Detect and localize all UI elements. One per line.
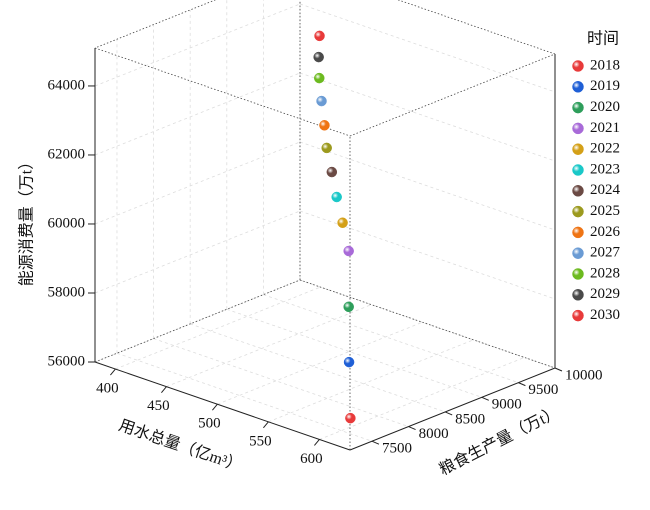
- tick-mark: [444, 411, 453, 416]
- legend-marker: [572, 205, 584, 218]
- legend-marker: [572, 289, 584, 301]
- z-tick-label: 62000: [48, 146, 86, 162]
- point: [313, 51, 324, 63]
- legend-marker: [572, 122, 584, 135]
- point: [337, 217, 348, 228]
- legend-label: 2018: [590, 57, 620, 73]
- point: [316, 95, 327, 107]
- z-tick-label: 56000: [48, 353, 86, 369]
- z-tick-label: 64000: [48, 77, 86, 93]
- grid-line: [94, 141, 301, 225]
- legend-marker: [572, 101, 584, 114]
- legend-marker: [572, 81, 584, 93]
- tick-mark: [161, 386, 167, 393]
- x-tick-label: 500: [198, 416, 221, 432]
- legend-label: 2028: [590, 265, 620, 281]
- tick-mark: [110, 368, 116, 376]
- grid-line: [190, 323, 446, 413]
- box-edge: [94, 0, 217, 49]
- y-tick-label: 9000: [492, 397, 522, 413]
- legend-label: 2025: [590, 203, 620, 219]
- legend-label: 2019: [590, 78, 620, 94]
- point: [343, 301, 354, 313]
- tick-mark: [408, 426, 416, 431]
- legend-title: 时间: [587, 30, 619, 48]
- grid-line: [319, 357, 525, 440]
- grid-line: [153, 338, 409, 427]
- legend-label: 2024: [590, 182, 621, 198]
- point: [314, 30, 325, 42]
- grid-line: [94, 3, 301, 87]
- grid-line: [115, 286, 321, 370]
- legend-label: 2026: [590, 224, 621, 240]
- y-tick-label: 10000: [565, 367, 603, 383]
- point: [345, 412, 356, 424]
- axis-line: [349, 367, 556, 451]
- grid-line: [94, 72, 301, 156]
- grid-line: [116, 352, 373, 442]
- grid-line: [94, 210, 301, 294]
- point: [343, 356, 355, 368]
- point: [331, 191, 342, 203]
- legend-label: 2029: [590, 286, 620, 302]
- tick-mark: [314, 439, 320, 446]
- y-tick-label: 9500: [528, 382, 558, 398]
- grid: 400 450 500 550 600 7500 8000 8500 9000 9500 10000…: [48, 0, 603, 467]
- x-tick-label: 450: [147, 398, 170, 414]
- grid-line: [268, 339, 474, 423]
- point: [343, 245, 354, 257]
- z-tick-label: 58000: [48, 284, 86, 300]
- point: [319, 120, 330, 131]
- legend-marker: [572, 268, 584, 280]
- point: [321, 142, 332, 154]
- legend-label: 2030: [590, 307, 620, 323]
- point: [314, 72, 325, 84]
- legend-label: 2023: [590, 161, 620, 177]
- tick-mark: [212, 403, 218, 411]
- legend-marker: [572, 60, 584, 72]
- legend-marker: [572, 185, 584, 197]
- grid-line: [226, 308, 482, 398]
- legend-marker: [572, 309, 584, 322]
- box-edge: [397, 0, 556, 55]
- tick-mark: [371, 440, 380, 445]
- point: [326, 166, 338, 178]
- legend-marker: [572, 164, 584, 176]
- box-edge: [299, 279, 556, 369]
- x-tick-label: 550: [249, 433, 272, 449]
- grid-line: [299, 141, 556, 231]
- legend-label: 2020: [590, 99, 620, 115]
- x-tick-label: 600: [300, 451, 323, 467]
- grid-line: [94, 279, 301, 363]
- z-axis-label: 能源消费量（万t）: [18, 154, 36, 286]
- tick-mark: [263, 421, 269, 429]
- legend-marker: [572, 247, 584, 259]
- grid-line: [299, 72, 556, 162]
- axis-line: [94, 361, 351, 451]
- legend-label: 2022: [590, 141, 620, 157]
- y-tick-label: 8000: [419, 426, 449, 442]
- legend-label: 2021: [590, 120, 620, 136]
- grid-line: [263, 294, 519, 384]
- marks: 2018 2019 2020 2021 2022 2023 2024 2025 2026 2027…: [313, 30, 621, 424]
- legend-label: 2027: [590, 245, 621, 261]
- legend-marker: [572, 226, 584, 239]
- y-tick-label: 7500: [382, 441, 412, 457]
- z-tick-label: 60000: [48, 215, 86, 231]
- grid-line: [217, 321, 423, 405]
- box-edge: [349, 53, 556, 137]
- grid-line: [166, 304, 372, 388]
- legend-marker: [572, 143, 584, 155]
- tick-mark: [554, 367, 563, 372]
- y-tick-label: 8500: [455, 411, 485, 427]
- grid-line: [299, 3, 556, 93]
- x-tick-label: 400: [96, 380, 119, 396]
- x-axis-label: 用水总量（亿m³）: [116, 416, 244, 475]
- grid-line: [299, 279, 556, 369]
- tick-mark: [481, 396, 489, 401]
- box-edge: [94, 47, 351, 137]
- tick-mark: [518, 382, 526, 387]
